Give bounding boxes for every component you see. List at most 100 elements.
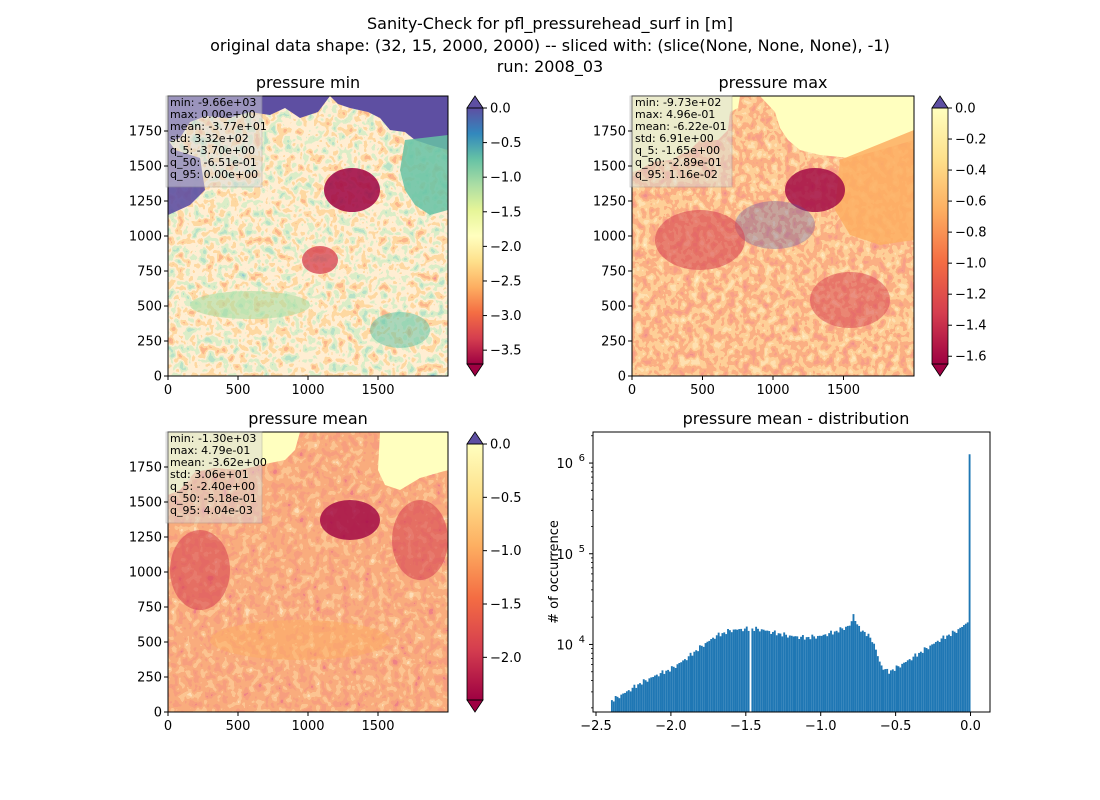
histogram-bar bbox=[901, 663, 904, 712]
histogram-bar bbox=[624, 692, 626, 712]
y-tick-label: 500 bbox=[137, 636, 162, 651]
stat-min: min: -9.73e+02 bbox=[635, 96, 721, 109]
histogram-bar bbox=[730, 632, 733, 712]
stat-q5: q_5: -1.65e+00 bbox=[635, 144, 720, 157]
y-tick-label: 1500 bbox=[129, 496, 162, 511]
histogram-bar bbox=[865, 636, 868, 712]
map-image bbox=[632, 96, 914, 376]
histogram-bar bbox=[755, 626, 758, 712]
stat-q95: q_95: 1.16e-02 bbox=[635, 168, 718, 181]
histogram-bar bbox=[863, 631, 866, 712]
stat-max: max: 0.00e+00 bbox=[170, 108, 256, 121]
histogram-bar bbox=[745, 626, 748, 712]
histogram-bar bbox=[785, 634, 788, 712]
y-tick-label: 1250 bbox=[129, 531, 162, 546]
colorbar-tick-label: 0.0 bbox=[490, 102, 511, 117]
histogram-bar bbox=[713, 638, 716, 712]
colorbar-tick-label: −2.0 bbox=[490, 240, 522, 255]
histogram-bar bbox=[921, 652, 924, 712]
histogram-bars bbox=[610, 454, 971, 712]
y-tick-label: 1750 bbox=[129, 461, 162, 476]
histogram-bar bbox=[693, 651, 696, 712]
histogram-bar bbox=[949, 636, 952, 712]
colorbar-extend-bottom bbox=[466, 363, 484, 377]
histogram-bar bbox=[912, 656, 915, 712]
histogram-bar bbox=[708, 640, 711, 712]
colorbar-extend-bottom bbox=[466, 699, 484, 713]
histogram-bar bbox=[852, 614, 855, 712]
figure-title-line-1: Sanity-Check for pfl_pressurehead_surf i… bbox=[367, 14, 733, 34]
colorbar-tick-label: −0.4 bbox=[955, 164, 987, 179]
histogram-bar bbox=[691, 655, 694, 712]
colorbar-gradient bbox=[467, 444, 483, 700]
histogram-bar bbox=[897, 666, 900, 712]
histogram-bar bbox=[959, 627, 962, 712]
histogram-bar bbox=[916, 656, 919, 712]
histogram-bar bbox=[946, 635, 949, 712]
y-tick-exponent: 6 bbox=[579, 453, 585, 464]
y-tick-label: 0 bbox=[618, 370, 626, 385]
histogram-bar bbox=[678, 662, 681, 712]
histogram-bar bbox=[639, 683, 641, 712]
stat-q95: q_95: 4.04e-03 bbox=[170, 504, 253, 517]
colorbar-extend-top bbox=[931, 95, 949, 109]
x-tick-label: 500 bbox=[226, 383, 251, 398]
histogram-bar bbox=[835, 630, 838, 712]
histogram-bar bbox=[689, 652, 692, 712]
histogram-bar bbox=[934, 641, 937, 712]
histogram-bar bbox=[757, 628, 759, 712]
histogram-bar bbox=[904, 661, 907, 712]
colorbar-tick-label: 0.0 bbox=[955, 102, 976, 117]
histogram-bar bbox=[845, 626, 847, 712]
histogram-bar bbox=[728, 630, 731, 712]
x-tick-label: −0.5 bbox=[880, 719, 912, 734]
histogram-bar bbox=[667, 669, 670, 712]
y-tick-label: 1000 bbox=[593, 230, 626, 245]
histogram-bar bbox=[891, 669, 894, 712]
x-tick-label: −1.0 bbox=[805, 719, 837, 734]
x-tick-label: −2.0 bbox=[655, 719, 687, 734]
histogram-bar bbox=[685, 660, 688, 712]
histogram-bar bbox=[684, 659, 686, 712]
histogram-bar bbox=[798, 639, 801, 712]
colorbar-tick-label: −2.0 bbox=[490, 651, 522, 666]
stat-mean: mean: -6.22e-01 bbox=[635, 120, 727, 133]
histogram-bar bbox=[955, 632, 958, 712]
histogram-bar bbox=[747, 630, 750, 712]
colorbar-tick-label: −3.5 bbox=[490, 344, 522, 359]
y-tick-label: 1250 bbox=[129, 195, 162, 210]
histogram-bar bbox=[873, 643, 876, 712]
panel-pressure-max: pressure max min: -9.73e+02 max: 4.96e-0… bbox=[593, 73, 987, 398]
figure-title-line-3: run: 2008_03 bbox=[497, 57, 603, 77]
histogram-bar bbox=[942, 635, 945, 712]
histogram-bar bbox=[654, 675, 656, 712]
y-tick-label: 250 bbox=[601, 335, 626, 350]
histogram-bar bbox=[884, 669, 887, 712]
histogram-bar bbox=[876, 656, 879, 712]
stat-q50: q_50: -6.51e-01 bbox=[170, 156, 257, 169]
histogram-bar bbox=[936, 640, 939, 712]
histogram-bar bbox=[843, 629, 846, 712]
y-tick-label: 1750 bbox=[129, 125, 162, 140]
histogram-bar bbox=[612, 701, 615, 712]
histogram-bar bbox=[816, 635, 819, 712]
colorbar-extend-top bbox=[466, 431, 484, 445]
y-tick-label: 750 bbox=[601, 265, 626, 280]
histogram-bar bbox=[957, 629, 960, 712]
panel-title: pressure mean bbox=[248, 409, 368, 428]
y-tick-label: 1250 bbox=[593, 195, 626, 210]
histogram-bar bbox=[669, 671, 671, 712]
histogram-bar bbox=[687, 656, 690, 712]
histogram-bar bbox=[644, 680, 647, 712]
stat-mean: mean: -3.77e+01 bbox=[170, 120, 267, 133]
histogram-ylabel: # of occurrence bbox=[547, 520, 562, 624]
x-tick-label: 0.0 bbox=[960, 719, 981, 734]
histogram-bar bbox=[893, 670, 896, 712]
colorbar-tick-label: −1.0 bbox=[490, 544, 522, 559]
panel-pressure-mean: pressure mean min: -1.30e+03 max: 4.79e-… bbox=[129, 409, 522, 734]
histogram-bar bbox=[861, 630, 864, 712]
x-tick-label: 0 bbox=[164, 719, 172, 734]
histogram-bar bbox=[839, 627, 842, 712]
histogram-bar bbox=[882, 669, 885, 712]
map-ticks: 0 500 1000 1500 0 250 500 750 1000 1250 1500 1750 bbox=[129, 461, 395, 735]
